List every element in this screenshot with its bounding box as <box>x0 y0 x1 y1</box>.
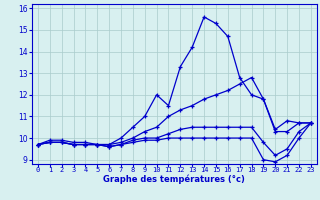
X-axis label: Graphe des températures (°c): Graphe des températures (°c) <box>103 174 245 184</box>
